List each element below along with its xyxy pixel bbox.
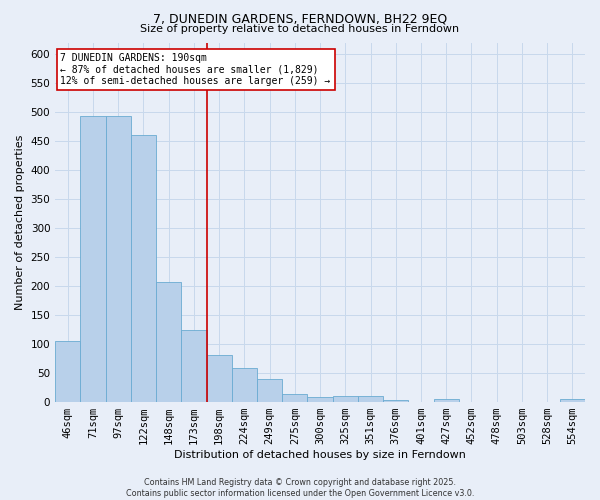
Bar (206, 354, 232, 402)
Bar (560, 398, 585, 402)
Bar (383, 400, 409, 402)
Text: Contains HM Land Registry data © Crown copyright and database right 2025.
Contai: Contains HM Land Registry data © Crown c… (126, 478, 474, 498)
Bar (282, 394, 307, 402)
Bar (131, 136, 156, 402)
Bar (332, 396, 358, 402)
Bar (106, 116, 131, 402)
Bar (181, 330, 206, 402)
Bar (80, 116, 106, 402)
Bar (232, 368, 257, 402)
Y-axis label: Number of detached properties: Number of detached properties (15, 134, 25, 310)
Bar (257, 379, 282, 402)
Bar (55, 340, 80, 402)
Text: Size of property relative to detached houses in Ferndown: Size of property relative to detached ho… (140, 24, 460, 34)
Text: 7, DUNEDIN GARDENS, FERNDOWN, BH22 9EQ: 7, DUNEDIN GARDENS, FERNDOWN, BH22 9EQ (153, 12, 447, 26)
Bar (434, 399, 459, 402)
Text: 7 DUNEDIN GARDENS: 190sqm
← 87% of detached houses are smaller (1,829)
12% of se: 7 DUNEDIN GARDENS: 190sqm ← 87% of detac… (61, 54, 331, 86)
Bar (156, 282, 181, 402)
X-axis label: Distribution of detached houses by size in Ferndown: Distribution of detached houses by size … (174, 450, 466, 460)
Bar (358, 396, 383, 402)
Bar (307, 398, 332, 402)
